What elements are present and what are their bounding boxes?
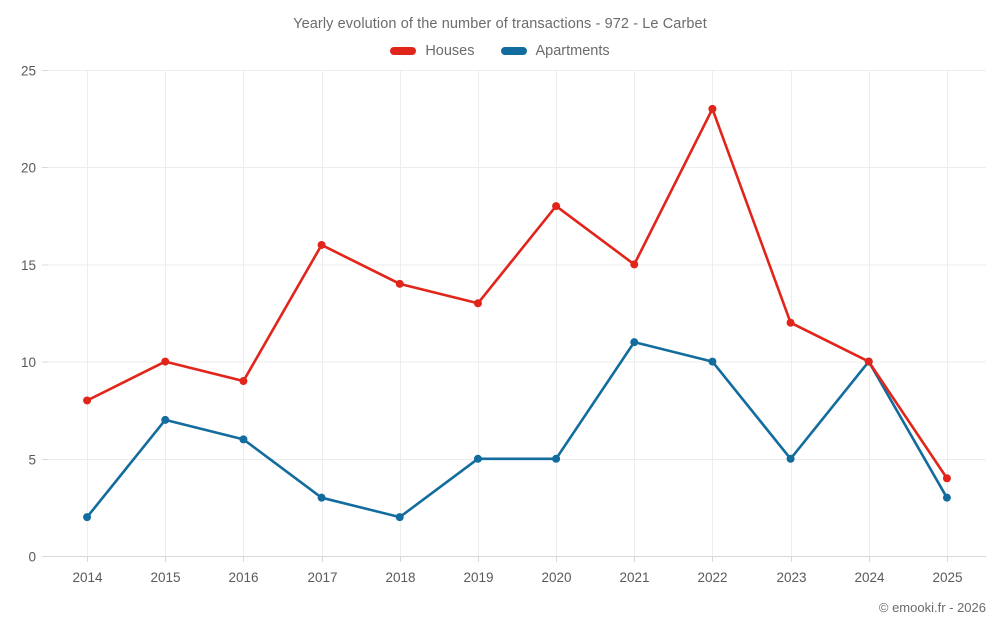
legend-item-houses[interactable]: Houses: [390, 43, 475, 59]
data-point-apartments-2023[interactable]: [786, 454, 795, 463]
legend-label-apartments: Apartments: [535, 43, 610, 59]
data-point-houses-2019[interactable]: [473, 299, 482, 308]
data-point-houses-2018[interactable]: [395, 279, 404, 288]
x-axis-tick-label: 2014: [72, 570, 103, 585]
chart-legend: Houses Apartments: [0, 44, 1000, 59]
data-point-apartments-2019[interactable]: [473, 454, 482, 463]
data-point-houses-2023[interactable]: [786, 318, 795, 327]
x-axis-tick-label: 2022: [697, 570, 727, 585]
legend-item-apartments[interactable]: Apartments: [500, 43, 610, 59]
y-axis-tick-label: 15: [21, 258, 36, 273]
data-point-houses-2024[interactable]: [864, 357, 873, 366]
data-point-apartments-2021[interactable]: [630, 338, 639, 347]
data-point-apartments-2018[interactable]: [395, 513, 404, 522]
chart-title: Yearly evolution of the number of transa…: [293, 16, 707, 32]
data-point-apartments-2022[interactable]: [708, 357, 717, 366]
y-axis-tick-label: 10: [21, 355, 36, 370]
y-axis-tick-label: 0: [28, 550, 36, 565]
data-point-apartments-2015[interactable]: [161, 415, 170, 424]
data-point-apartments-2016[interactable]: [239, 435, 248, 444]
y-axis-tick-label: 5: [28, 452, 36, 467]
data-point-houses-2022[interactable]: [708, 104, 717, 113]
x-axis-tick-label: 2024: [854, 570, 885, 585]
x-axis-tick-label: 2023: [776, 570, 806, 585]
x-axis-tick-label: 2017: [307, 570, 337, 585]
x-axis-tick-label: 2020: [541, 570, 571, 585]
data-point-apartments-2017[interactable]: [317, 493, 326, 502]
y-axis-tick-label: 25: [21, 64, 36, 79]
data-point-houses-2014[interactable]: [83, 396, 92, 405]
x-axis-tick-label: 2025: [932, 570, 962, 585]
data-point-houses-2016[interactable]: [239, 377, 248, 386]
series-line-houses: [85, 107, 949, 480]
x-axis-tick-label: 2016: [228, 570, 258, 585]
x-axis-tick-label: 2019: [463, 570, 493, 585]
y-axis-tick-label: 20: [21, 161, 36, 176]
data-point-houses-2021[interactable]: [630, 260, 639, 269]
data-point-houses-2025[interactable]: [942, 474, 951, 483]
x-axis-tick-label: 2021: [619, 570, 649, 585]
x-axis-tick-label: 2018: [385, 570, 415, 585]
legend-swatch-houses: [390, 47, 417, 56]
data-point-houses-2020[interactable]: [552, 202, 561, 211]
legend-label-houses: Houses: [425, 43, 475, 59]
data-point-houses-2015[interactable]: [161, 357, 170, 366]
data-point-houses-2017[interactable]: [317, 240, 326, 249]
series-line-apartments: [85, 340, 949, 519]
legend-swatch-apartments: [500, 47, 527, 56]
copyright-footer: © emooki.fr - 2026: [878, 600, 986, 615]
x-axis-tick-label: 2015: [150, 570, 180, 585]
data-point-apartments-2025[interactable]: [942, 493, 951, 502]
data-point-apartments-2020[interactable]: [552, 454, 561, 463]
data-point-apartments-2014[interactable]: [83, 513, 92, 522]
